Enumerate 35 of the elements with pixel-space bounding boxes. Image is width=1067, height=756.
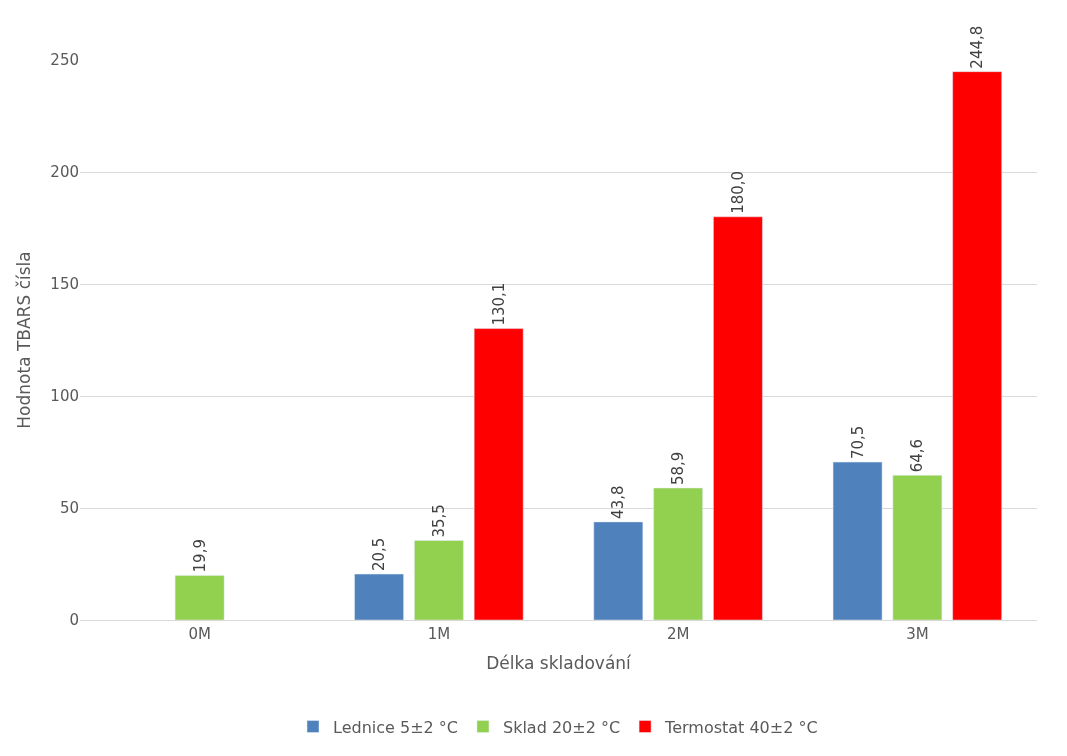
y-tick-label: 250 xyxy=(50,51,79,70)
y-tick-label: 50 xyxy=(59,499,79,518)
data-label: 35,5 xyxy=(429,504,448,538)
data-label: 70,5 xyxy=(848,425,867,460)
x-tick-label: 1M xyxy=(427,625,451,643)
y-tick-label: 150 xyxy=(50,275,79,294)
x-tick-label: 2M xyxy=(666,625,690,643)
data-label: 20,5 xyxy=(370,537,389,572)
data-label: 244,8 xyxy=(968,25,987,69)
bar xyxy=(354,573,404,620)
data-label: 180,0 xyxy=(728,170,747,214)
bar xyxy=(174,575,225,620)
y-tick-label: 100 xyxy=(50,387,79,406)
legend-label: Termostat 40±2 °C xyxy=(664,717,818,737)
y-tick-label: 200 xyxy=(50,163,79,182)
bar xyxy=(593,521,644,620)
x-axis-title: Délka skladování xyxy=(486,653,633,674)
y-axis-title: Hodnota TBARS čísla xyxy=(13,251,34,429)
data-label: 130,1 xyxy=(489,282,508,326)
legend-label: Sklad 20±2 °C xyxy=(502,717,621,737)
y-tick-label: 0 xyxy=(69,611,79,630)
bar xyxy=(473,328,524,620)
x-tick-label: 0M xyxy=(188,625,211,643)
data-label: 19,9 xyxy=(190,539,209,573)
bar xyxy=(832,461,883,620)
bar xyxy=(414,540,464,620)
data-label: 64,6 xyxy=(908,438,927,473)
bar xyxy=(892,475,943,620)
bar xyxy=(952,71,1002,620)
bar xyxy=(653,487,703,620)
bar xyxy=(713,216,763,620)
x-tick-label: 3M xyxy=(906,625,929,643)
data-label: 43,8 xyxy=(609,485,628,519)
data-label: 58,9 xyxy=(669,451,688,486)
legend-label: Lednice 5±2 °C xyxy=(333,717,458,737)
